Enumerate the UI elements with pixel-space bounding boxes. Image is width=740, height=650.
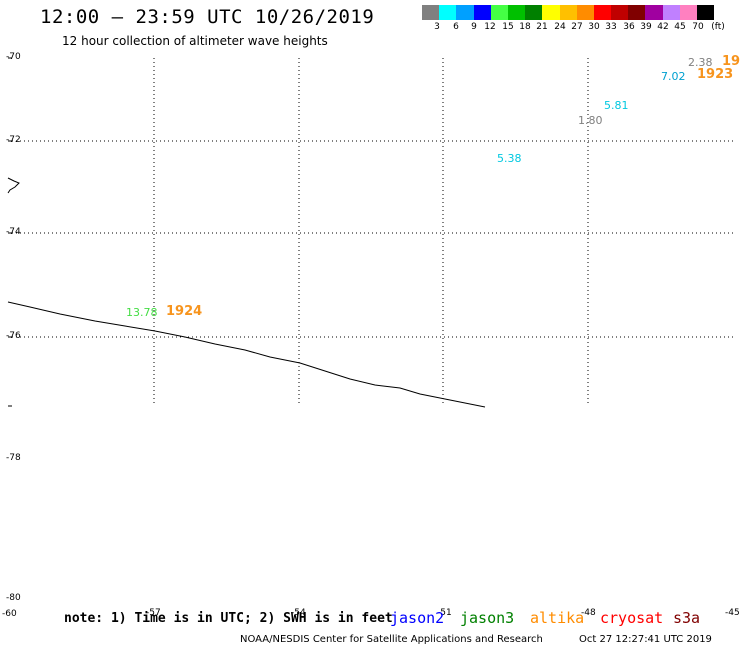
units-note: note: 1) Time is in UTC; 2) SWH is in fe…	[64, 611, 393, 626]
page-subtitle: 12 hour collection of altimeter wave hei…	[62, 34, 328, 48]
color-swatch	[611, 5, 629, 20]
color-swatch	[473, 5, 491, 20]
scale-label: 70	[692, 22, 704, 32]
wave-height-value: 1.80	[578, 114, 603, 127]
coastline-island	[7, 177, 20, 194]
page-title: 12:00 – 23:59 UTC 10/26/2019	[40, 6, 375, 28]
satellite-altika: altika	[530, 609, 585, 627]
scale-label: 15	[502, 22, 514, 32]
wave-height-color-scale	[422, 5, 715, 20]
scale-label: 6	[453, 22, 459, 32]
color-swatch	[507, 5, 526, 20]
color-swatch	[422, 5, 440, 20]
color-swatch	[559, 5, 577, 20]
scale-label: 24	[554, 22, 566, 32]
scale-label: 33	[605, 22, 617, 32]
color-swatch	[679, 5, 697, 20]
color-swatch	[593, 5, 612, 20]
wave-height-value: 7.02	[661, 70, 686, 83]
pass-time-label: 19	[722, 54, 740, 69]
color-swatch	[439, 5, 457, 20]
scale-label: 9	[471, 22, 477, 32]
lat-label: -70	[6, 52, 21, 62]
color-swatch	[645, 5, 663, 20]
scale-label: 45	[674, 22, 686, 32]
scale-label: 27	[571, 22, 583, 32]
satellite-s3a: s3a	[673, 609, 701, 627]
lat-label: -76	[6, 331, 21, 341]
lon-label: -54	[291, 608, 306, 618]
lat-label: -60	[2, 609, 17, 619]
color-scale-labels: 3 6 9 12 15 18 21 24 27 30 33 36 39 42 4…	[422, 22, 740, 34]
satellite-cryosat: cryosat	[600, 609, 664, 627]
frame-ticks	[8, 57, 12, 407]
color-swatch	[662, 5, 680, 20]
wave-height-value: 5.81	[604, 99, 629, 112]
lon-label: -51	[437, 608, 452, 618]
lon-label: -48	[581, 608, 596, 618]
coastline	[7, 301, 486, 408]
color-swatch	[490, 5, 508, 20]
lat-label: -74	[6, 227, 21, 237]
lon-label: -45	[725, 608, 740, 618]
wave-height-value: 5.38	[497, 152, 522, 165]
scale-label: 18	[519, 22, 531, 32]
satellite-jason3: jason3	[460, 609, 515, 627]
credit-line: NOAA/NESDIS Center for Satellite Applica…	[240, 634, 543, 645]
color-swatch	[542, 5, 560, 20]
scale-label: 3	[434, 22, 440, 32]
scale-label: 30	[588, 22, 600, 32]
satellite-jason2: jason2	[390, 609, 445, 627]
color-swatch	[456, 5, 474, 20]
scale-label: 21	[536, 22, 548, 32]
scale-label: 12	[484, 22, 496, 32]
pass-time-label: 1923	[697, 67, 734, 82]
lat-label: -72	[6, 135, 21, 145]
pass-time-label: 1924	[166, 304, 203, 319]
scale-label: 36	[623, 22, 635, 32]
graticule	[8, 58, 733, 406]
color-swatch	[576, 5, 594, 20]
color-swatch	[697, 5, 715, 20]
wave-height-value: 13.78	[126, 306, 158, 319]
lon-label: -57	[146, 608, 161, 618]
color-swatch	[525, 5, 543, 20]
lat-label: -78	[6, 453, 21, 463]
lat-label: -80	[6, 593, 21, 603]
scale-label: (ft)	[711, 22, 725, 32]
generated-timestamp: Oct 27 12:27:41 UTC 2019	[579, 634, 712, 645]
wave-height-value: 2.38	[688, 56, 713, 69]
scale-label: 42	[657, 22, 669, 32]
scale-label: 39	[640, 22, 652, 32]
color-swatch	[628, 5, 646, 20]
